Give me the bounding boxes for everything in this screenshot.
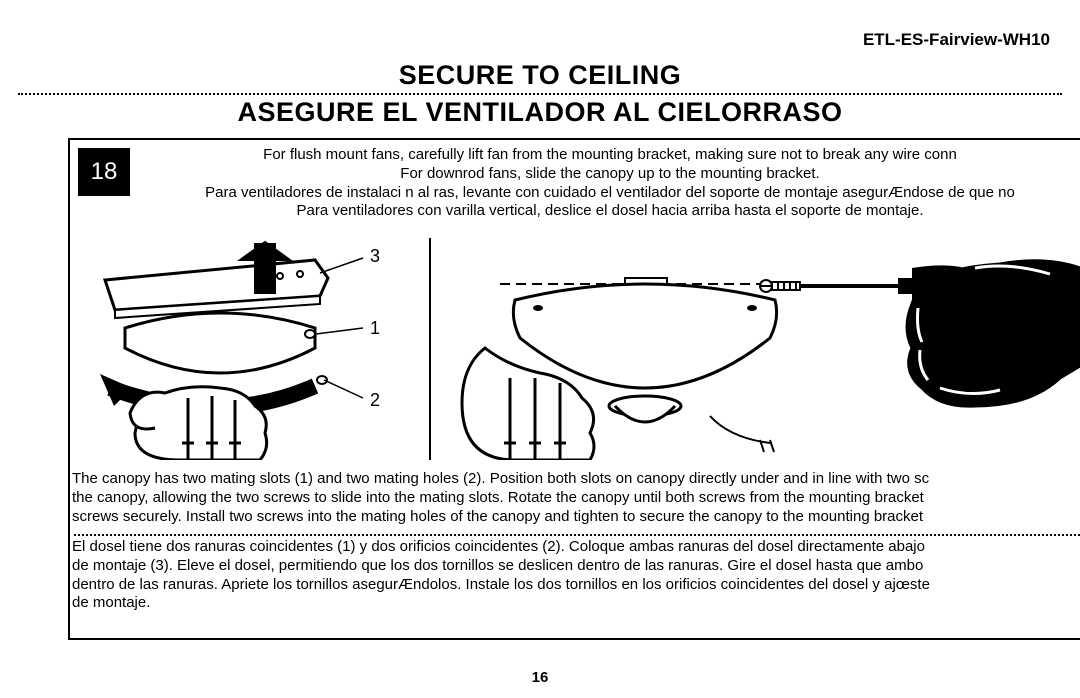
title-block: SECURE TO CEILING ASEGURE EL VENTILADOR … bbox=[0, 60, 1080, 128]
body-en-l2: the canopy, allowing the two screws to s… bbox=[72, 489, 1080, 508]
right-diagram bbox=[462, 261, 1080, 460]
step-number-badge: 18 bbox=[78, 148, 130, 196]
page-number: 16 bbox=[0, 669, 1080, 686]
body-es-l4: de montaje. bbox=[72, 594, 1080, 613]
body-es-l1: El dosel tiene dos ranuras coincidentes … bbox=[72, 538, 1080, 557]
step-number: 18 bbox=[91, 158, 118, 186]
illustration: 3 1 2 bbox=[70, 238, 1080, 460]
body-text-spanish: El dosel tiene dos ranuras coincidentes … bbox=[72, 538, 1080, 613]
body-es-l2: de montaje (3). Eleve el dosel, permitie… bbox=[72, 557, 1080, 576]
intro-en-line1: For flush mount fans, carefully lift fan… bbox=[140, 146, 1080, 165]
title-spanish: ASEGURE EL VENTILADOR AL CIELORRASO bbox=[0, 97, 1080, 128]
intro-es-line2: Para ventiladores con varilla vertical, … bbox=[140, 202, 1080, 221]
body-divider bbox=[74, 534, 1080, 536]
callout-1: 1 bbox=[370, 318, 380, 338]
title-english: SECURE TO CEILING bbox=[0, 60, 1080, 91]
callout-3: 3 bbox=[370, 246, 380, 266]
body-en-l3: screws securely. Install two screws into… bbox=[72, 508, 1080, 527]
intro-text: For flush mount fans, carefully lift fan… bbox=[140, 146, 1080, 221]
intro-es-line1: Para ventiladores de instalaci n al ras,… bbox=[140, 184, 1080, 203]
intro-en-line2: For downrod fans, slide the canopy up to… bbox=[140, 165, 1080, 184]
callout-2: 2 bbox=[370, 390, 380, 410]
body-en-l1: The canopy has two mating slots (1) and … bbox=[72, 470, 1080, 489]
document-id: ETL-ES-Fairview-WH10 bbox=[863, 30, 1050, 50]
body-text-english: The canopy has two mating slots (1) and … bbox=[72, 470, 1080, 526]
left-diagram: 3 1 2 bbox=[100, 242, 380, 460]
title-divider bbox=[18, 93, 1062, 95]
body-es-l3: dentro de las ranuras. Apriete los torni… bbox=[72, 576, 1080, 595]
